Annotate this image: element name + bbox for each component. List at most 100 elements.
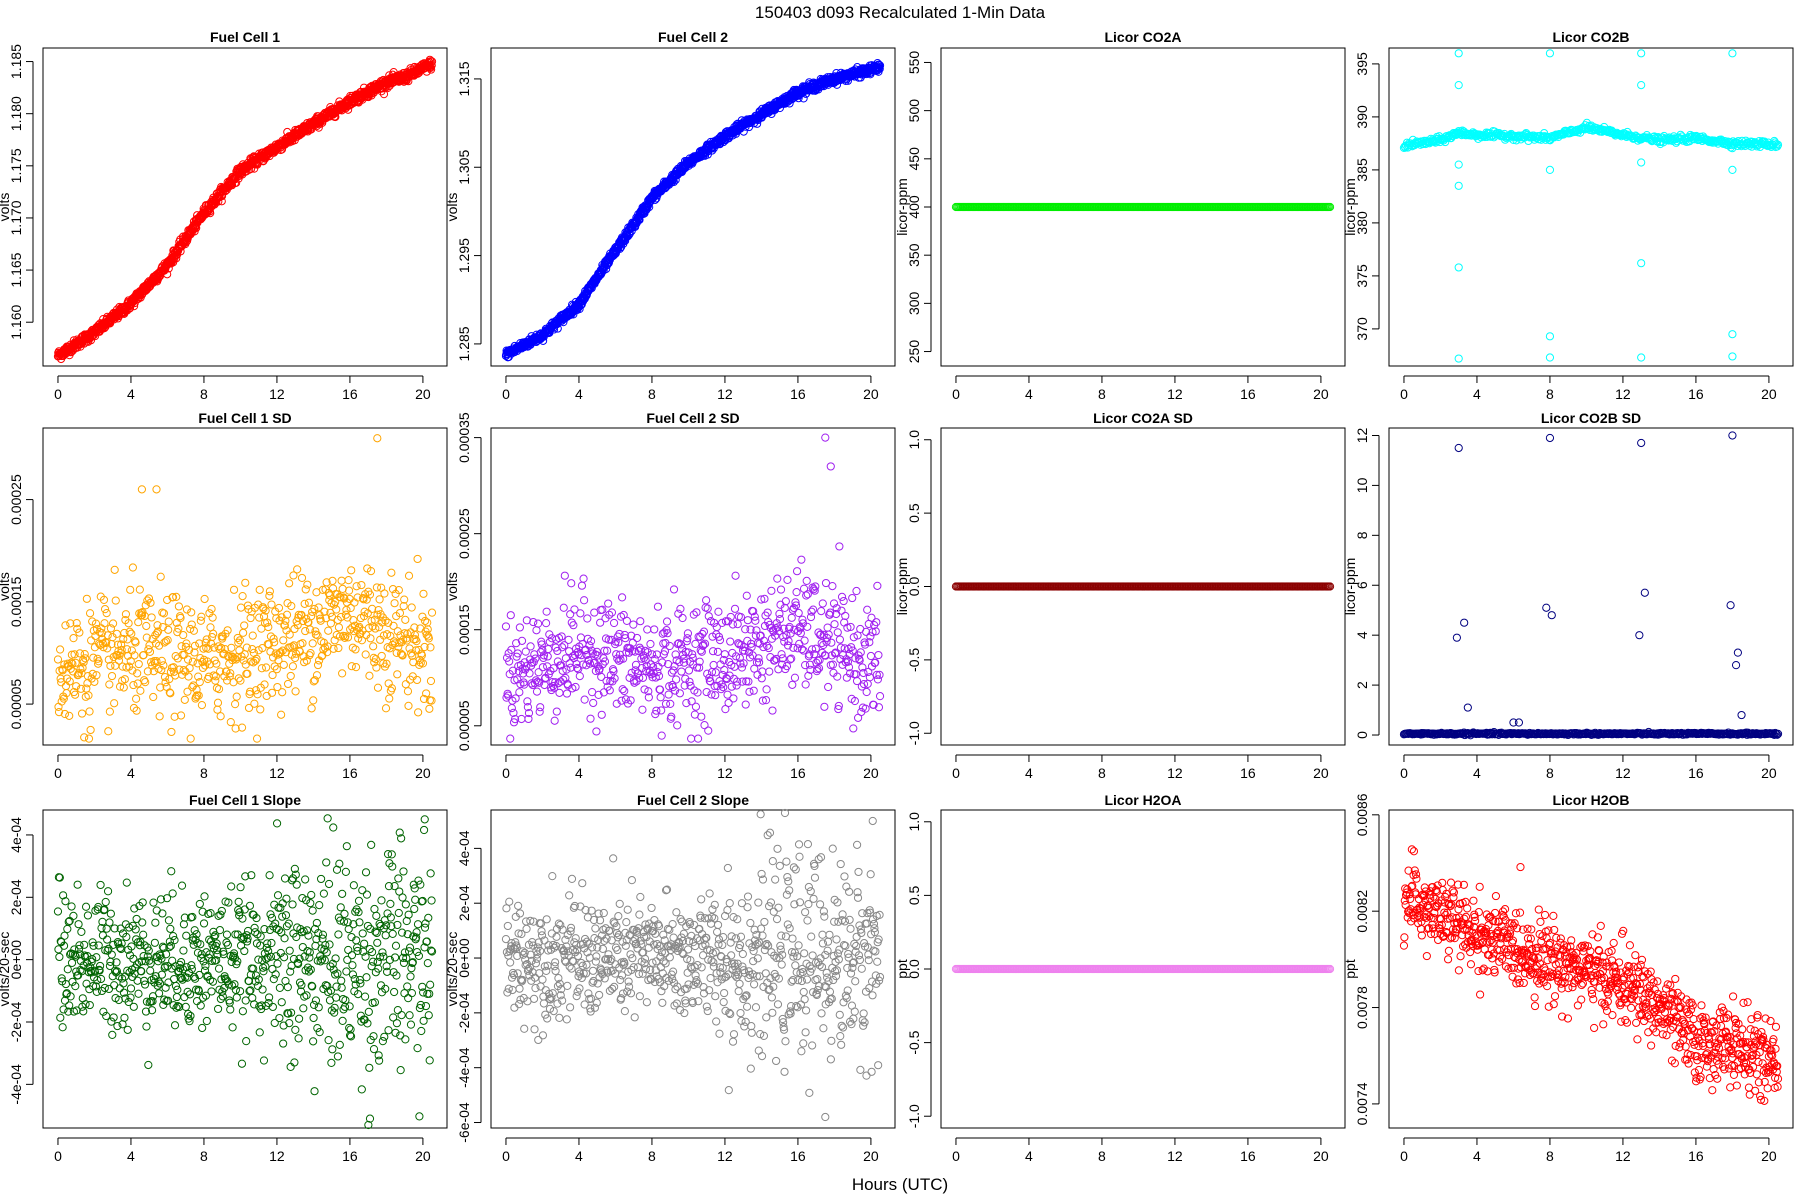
- x-tick-label: 12: [717, 386, 733, 402]
- data-point: [246, 164, 256, 173]
- data-point: [515, 688, 524, 697]
- data-point: [85, 609, 95, 618]
- data-point: [84, 734, 94, 743]
- panel-fc2sd: Fuel Cell 2 SD0 4 8 12 16 200.000050.000150.0…: [444, 410, 896, 781]
- data-point: [241, 660, 250, 669]
- y-tick-label: 1.180: [8, 96, 24, 131]
- data-point: [693, 734, 703, 743]
- data-point: [163, 270, 172, 279]
- data-point: [171, 251, 180, 260]
- data-point: [387, 568, 396, 577]
- data-point: [714, 607, 723, 616]
- panel-fc1sd: Fuel Cell 1 SD0 4 8 12 16 200.000050.000150.0…: [0, 410, 448, 781]
- data-point: [848, 593, 857, 603]
- data-point: [56, 645, 65, 654]
- data-point: [579, 574, 588, 583]
- y-tick-label: 390: [1354, 105, 1370, 129]
- panel-title: Licor CO2A: [1104, 29, 1181, 45]
- data-point: [240, 621, 249, 630]
- data-point: [673, 721, 682, 730]
- data-point: [724, 698, 733, 708]
- data-point: [301, 626, 310, 636]
- y-axis-label: licor-ppm: [1342, 178, 1358, 236]
- data-point: [216, 712, 225, 721]
- data-point: [234, 674, 243, 683]
- x-tick-label: 16: [1240, 765, 1256, 781]
- data-point: [308, 639, 317, 648]
- y-tick-label: -1.0: [906, 721, 922, 745]
- panel-title: Fuel Cell 1 SD: [198, 410, 291, 426]
- data-point: [664, 690, 673, 699]
- outlier-point: [1454, 160, 1463, 169]
- outlier-point: [821, 433, 830, 442]
- data-point: [128, 563, 137, 572]
- x-tick-label: 12: [717, 765, 733, 781]
- outlier-point: [152, 485, 161, 494]
- data-point: [297, 573, 307, 583]
- data-point: [197, 700, 207, 710]
- y-axis-label: volts: [0, 572, 12, 601]
- data-point: [657, 706, 666, 715]
- data-point: [214, 685, 224, 694]
- data-point: [142, 621, 151, 631]
- data-point: [80, 733, 89, 742]
- data-point: [351, 663, 361, 672]
- series-fc1: [53, 55, 437, 364]
- y-tick-label: 395: [1354, 52, 1370, 76]
- data-point: [567, 579, 576, 588]
- data-point: [303, 580, 312, 589]
- data-point: [427, 608, 437, 617]
- data-point: [532, 626, 541, 635]
- data-point: [423, 618, 432, 627]
- data-point: [403, 687, 413, 696]
- data-point: [110, 565, 119, 574]
- data-point: [567, 618, 576, 627]
- data-point: [555, 688, 564, 697]
- data-point: [357, 580, 366, 590]
- y-tick-label: 1.295: [456, 238, 472, 273]
- x-tick-label: 4: [1025, 386, 1033, 402]
- data-point: [678, 613, 687, 623]
- data-point: [347, 566, 356, 575]
- data-point: [174, 602, 184, 611]
- data-point: [129, 680, 138, 690]
- series-fc2: [501, 59, 885, 362]
- data-point: [731, 571, 740, 580]
- x-tick-label: 8: [1546, 386, 1554, 402]
- data-point: [104, 727, 113, 736]
- data-point: [852, 586, 861, 596]
- data-point: [262, 663, 271, 672]
- y-tick-label: 350: [906, 243, 922, 267]
- data-point: [575, 672, 584, 681]
- y-axis-label: licor-ppm: [894, 178, 910, 236]
- data-point: [559, 603, 568, 612]
- data-point: [833, 628, 842, 637]
- data-point: [767, 586, 776, 595]
- data-point: [313, 660, 323, 670]
- data-point: [662, 617, 672, 626]
- data-point: [550, 716, 559, 725]
- x-tick-label: 20: [415, 765, 431, 781]
- data-point: [164, 617, 173, 626]
- data-point: [68, 346, 78, 355]
- data-point: [232, 692, 241, 701]
- data-point: [709, 660, 718, 670]
- figure-title: 150403 d093 Recalculated 1-Min Data: [755, 3, 1046, 22]
- data-point: [229, 585, 239, 594]
- data-point: [352, 582, 361, 591]
- data-point: [286, 671, 295, 681]
- data-point: [704, 726, 713, 735]
- plot-frame: [42, 47, 448, 367]
- plot-frame: [490, 47, 896, 367]
- data-point: [67, 347, 76, 357]
- x-tick-label: 0: [54, 765, 62, 781]
- data-point: [604, 599, 613, 608]
- data-point: [850, 670, 859, 679]
- data-point: [672, 675, 681, 684]
- data-point: [866, 651, 876, 661]
- data-point: [533, 619, 543, 628]
- data-point: [149, 692, 158, 702]
- data-point: [120, 675, 129, 684]
